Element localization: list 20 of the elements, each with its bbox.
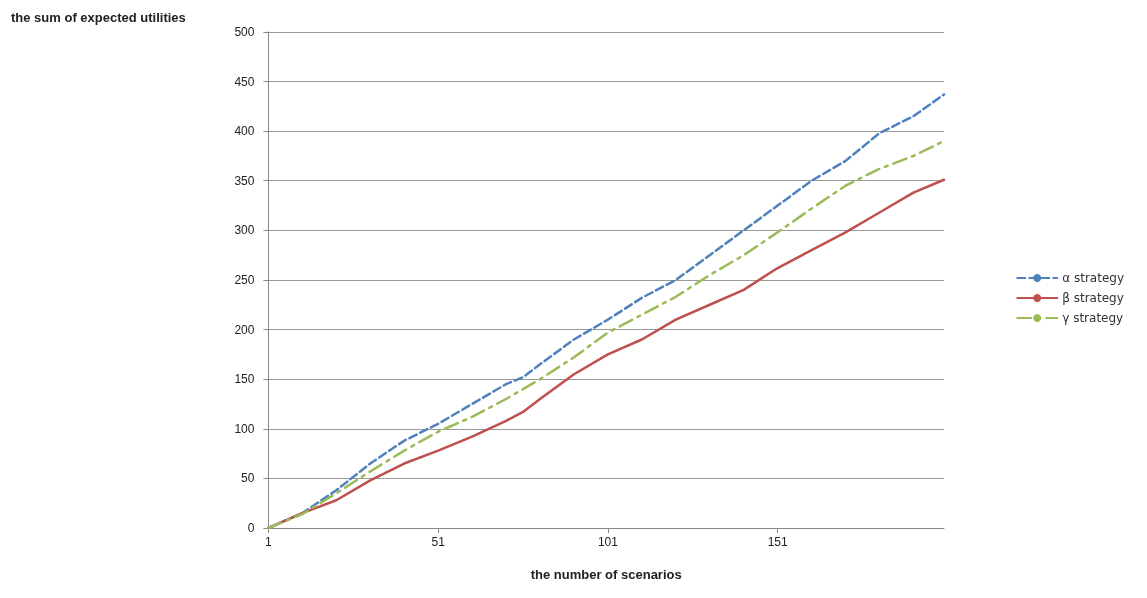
x-tick-label: 151 — [767, 535, 788, 549]
y-tick-label: 200 — [234, 322, 255, 337]
y-tick-label: 0 — [247, 521, 255, 535]
legend-label: γ strategy — [1062, 311, 1124, 325]
y-tick-label: 250 — [234, 272, 255, 287]
y-axis-title: the sum of expected utilities — [10, 9, 186, 25]
y-tick-label: 100 — [234, 421, 255, 436]
y-tick-label: 50 — [241, 471, 255, 486]
y-tick-label: 400 — [234, 124, 255, 139]
x-axis-title: the number of scenarios — [530, 567, 682, 582]
y-tick-label: 300 — [234, 223, 255, 238]
x-tick-label: 1 — [265, 535, 273, 549]
y-tick-label: 450 — [234, 74, 255, 89]
legend-label: α strategy — [1062, 271, 1125, 285]
y-tick-label: 500 — [234, 24, 255, 39]
x-tick-label: 101 — [597, 535, 619, 549]
y-tick-label: 150 — [234, 372, 255, 387]
legend-label: β strategy — [1062, 291, 1124, 305]
x-tick-label: 51 — [431, 535, 446, 549]
y-tick-label: 350 — [234, 173, 255, 188]
